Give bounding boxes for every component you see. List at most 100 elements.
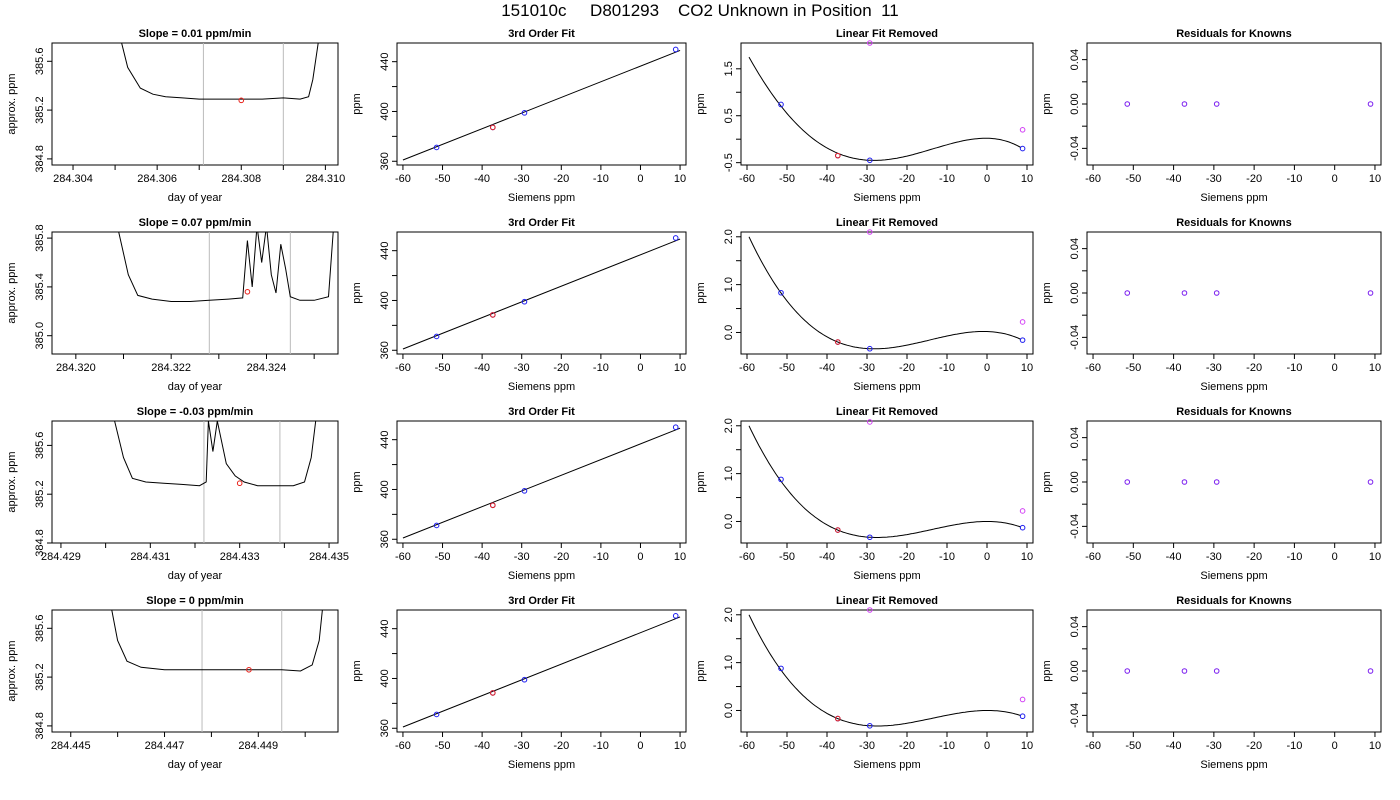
data-point: [867, 534, 873, 541]
x-tick-label: -50: [435, 173, 451, 185]
x-tick-label: 10: [1369, 173, 1381, 185]
sample-marker: [238, 97, 245, 104]
cubic-fit-curve: [748, 56, 1022, 161]
data-point: [1181, 479, 1188, 485]
y-tick-label: 385.8: [34, 224, 46, 252]
x-tick-label: -60: [395, 740, 411, 752]
y-tick-label: 385.6: [34, 615, 46, 643]
plot-frame: [396, 231, 687, 355]
x-tick-label: -10: [593, 551, 609, 563]
panel-timeseries-3: Slope = 0 ppm/min day of year approx. ppm 2…: [6, 595, 339, 771]
x-tick-label: -50: [779, 551, 795, 563]
data-point: [521, 110, 528, 116]
data-point: [1019, 337, 1026, 343]
series-line: [111, 610, 323, 672]
plot-area: [121, 43, 319, 165]
y-axis-label: ppm: [351, 471, 363, 492]
x-tick-label: -40: [819, 551, 835, 563]
plot-area: [748, 236, 1022, 350]
series-line: [114, 421, 317, 487]
data-point: [1124, 479, 1131, 485]
y-tick-label: 385.2: [34, 663, 46, 691]
data-point: [1019, 696, 1026, 703]
data-point: [1213, 101, 1220, 107]
x-tick-label: -60: [395, 173, 411, 185]
y-tick-label: 440: [379, 241, 391, 259]
plot-area: [402, 427, 681, 539]
y-tick-label: 385.4: [34, 273, 46, 301]
y-axis-label: ppm: [1041, 471, 1053, 492]
x-tick-label: 284.308: [221, 173, 261, 185]
y-tick-label: 360: [379, 341, 391, 359]
y-tick-label: 400: [379, 102, 391, 120]
x-tick-label: -10: [1286, 173, 1302, 185]
panel-fit-1: 3rd Order Fit Siemens ppm ppm -60 -50 -40 -30 -…: [351, 217, 687, 393]
sample-marker: [246, 666, 252, 673]
x-axis-label: Siemens ppm: [853, 192, 920, 204]
plot-area: [111, 610, 323, 732]
y-axis-label: ppm: [695, 660, 707, 681]
plot-frame: [51, 231, 339, 355]
x-tick-label: -40: [474, 173, 490, 185]
y-axis-label: approx. ppm: [6, 262, 18, 323]
x-tick-label: 0: [1332, 740, 1338, 752]
data-point: [672, 613, 679, 619]
data-point: [1367, 290, 1374, 296]
plot-frame: [396, 42, 687, 166]
x-tick-label: 284.445: [51, 740, 91, 752]
x-tick-label: 284.433: [220, 551, 260, 563]
data-point: [778, 289, 784, 296]
x-tick-label: -60: [1085, 551, 1101, 563]
y-tick-label: 360: [379, 719, 391, 737]
data-point: [867, 345, 873, 352]
data-point: [490, 124, 496, 131]
y-tick-label: 0.00: [1069, 471, 1081, 492]
data-point: [1213, 479, 1220, 485]
x-tick-label: -30: [859, 173, 875, 185]
x-tick-label: -10: [1286, 740, 1302, 752]
x-tick-label: 284.306: [137, 173, 177, 185]
y-tick-label: 385.6: [34, 48, 46, 76]
x-tick-label: -20: [899, 551, 915, 563]
x-axis-label: Siemens ppm: [508, 381, 575, 393]
y-tick-label: 0.04: [1069, 616, 1081, 637]
data-point: [672, 46, 679, 53]
data-point: [835, 715, 841, 722]
plot-area: [114, 421, 317, 543]
x-tick-label: 0: [984, 362, 990, 374]
data-point: [835, 527, 841, 533]
panel-title: Residuals for Knowns: [1176, 595, 1292, 607]
data-point: [1019, 145, 1026, 152]
x-tick-label: 10: [1369, 362, 1381, 374]
x-tick-label: -40: [819, 173, 835, 185]
data-point: [867, 229, 873, 235]
y-tick-label: 0.04: [1069, 238, 1081, 259]
x-axis-label: Siemens ppm: [508, 192, 575, 204]
data-point: [433, 144, 440, 151]
panel-residuals-2: Residuals for Knowns Siemens ppm ppm -60 -50…: [1041, 406, 1382, 582]
x-tick-label: -10: [939, 362, 955, 374]
x-tick-label: 284.447: [145, 740, 185, 752]
fit-line: [402, 427, 681, 539]
plot-area: [402, 616, 681, 728]
panel-title: Slope = 0 ppm/min: [146, 595, 244, 607]
plot-frame: [1086, 231, 1382, 355]
y-axis-label: approx. ppm: [6, 451, 18, 512]
x-tick-label: -60: [1085, 173, 1101, 185]
data-point: [1019, 524, 1026, 531]
data-point: [521, 676, 528, 683]
x-tick-label: -20: [553, 362, 569, 374]
panel-linear_removed-2: Linear Fit Removed Siemens ppm ppm -60 -50 -4…: [695, 406, 1034, 582]
y-tick-label: 384.8: [34, 712, 46, 740]
x-tick-label: 10: [1021, 362, 1033, 374]
x-tick-label: 10: [1369, 551, 1381, 563]
panel-residuals-3: Residuals for Knowns Siemens ppm ppm -60 -50…: [1041, 595, 1382, 771]
panel-title: Linear Fit Removed: [836, 595, 938, 607]
x-axis-label: day of year: [168, 570, 223, 582]
plot-area: [402, 238, 681, 350]
panel-title: Slope = -0.03 ppm/min: [137, 406, 254, 418]
data-point: [490, 502, 496, 509]
x-tick-label: 10: [1021, 551, 1033, 563]
y-axis-label: approx. ppm: [6, 73, 18, 134]
